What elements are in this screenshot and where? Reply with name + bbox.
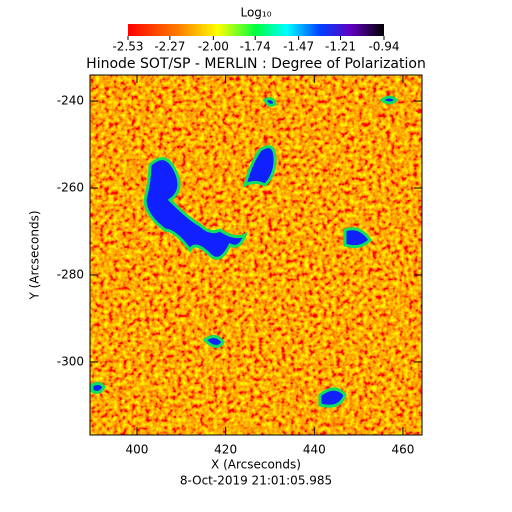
x-axis-label: X (Arcseconds)	[211, 458, 301, 472]
image	[90, 75, 422, 435]
x-tick-label: 440	[303, 443, 326, 457]
colorbar-tick-label: -2.53	[112, 40, 143, 54]
y-tick-label: -240	[57, 94, 84, 108]
colorbar-tick-label: -2.27	[154, 40, 185, 54]
plot-frame	[89, 74, 423, 436]
y-tick-label: -260	[57, 181, 84, 195]
colorbar-tick-label: -0.94	[368, 40, 399, 54]
colorbar-tick-label: -1.47	[283, 40, 314, 54]
colorbar-label: Log₁₀	[240, 6, 271, 20]
colorbar-tick-label: -1.74	[240, 40, 271, 54]
y-tick-label: -280	[57, 268, 84, 282]
x-tick-label: 420	[214, 443, 237, 457]
footer: 8-Oct-2019 21:01:05.985	[180, 474, 332, 488]
x-tick-label: 400	[126, 443, 149, 457]
colorbar-tick-label: -2.00	[198, 40, 229, 54]
y-tick-label: -300	[57, 354, 84, 368]
x-tick-label: 460	[391, 443, 414, 457]
chart-title: Hinode SOT/SP - MERLIN : Degree of Polar…	[86, 56, 426, 72]
colorbar-tick-label: -1.21	[325, 40, 356, 54]
colorbar	[128, 24, 384, 36]
y-axis-label: Y (Arcseconds)	[28, 210, 42, 300]
